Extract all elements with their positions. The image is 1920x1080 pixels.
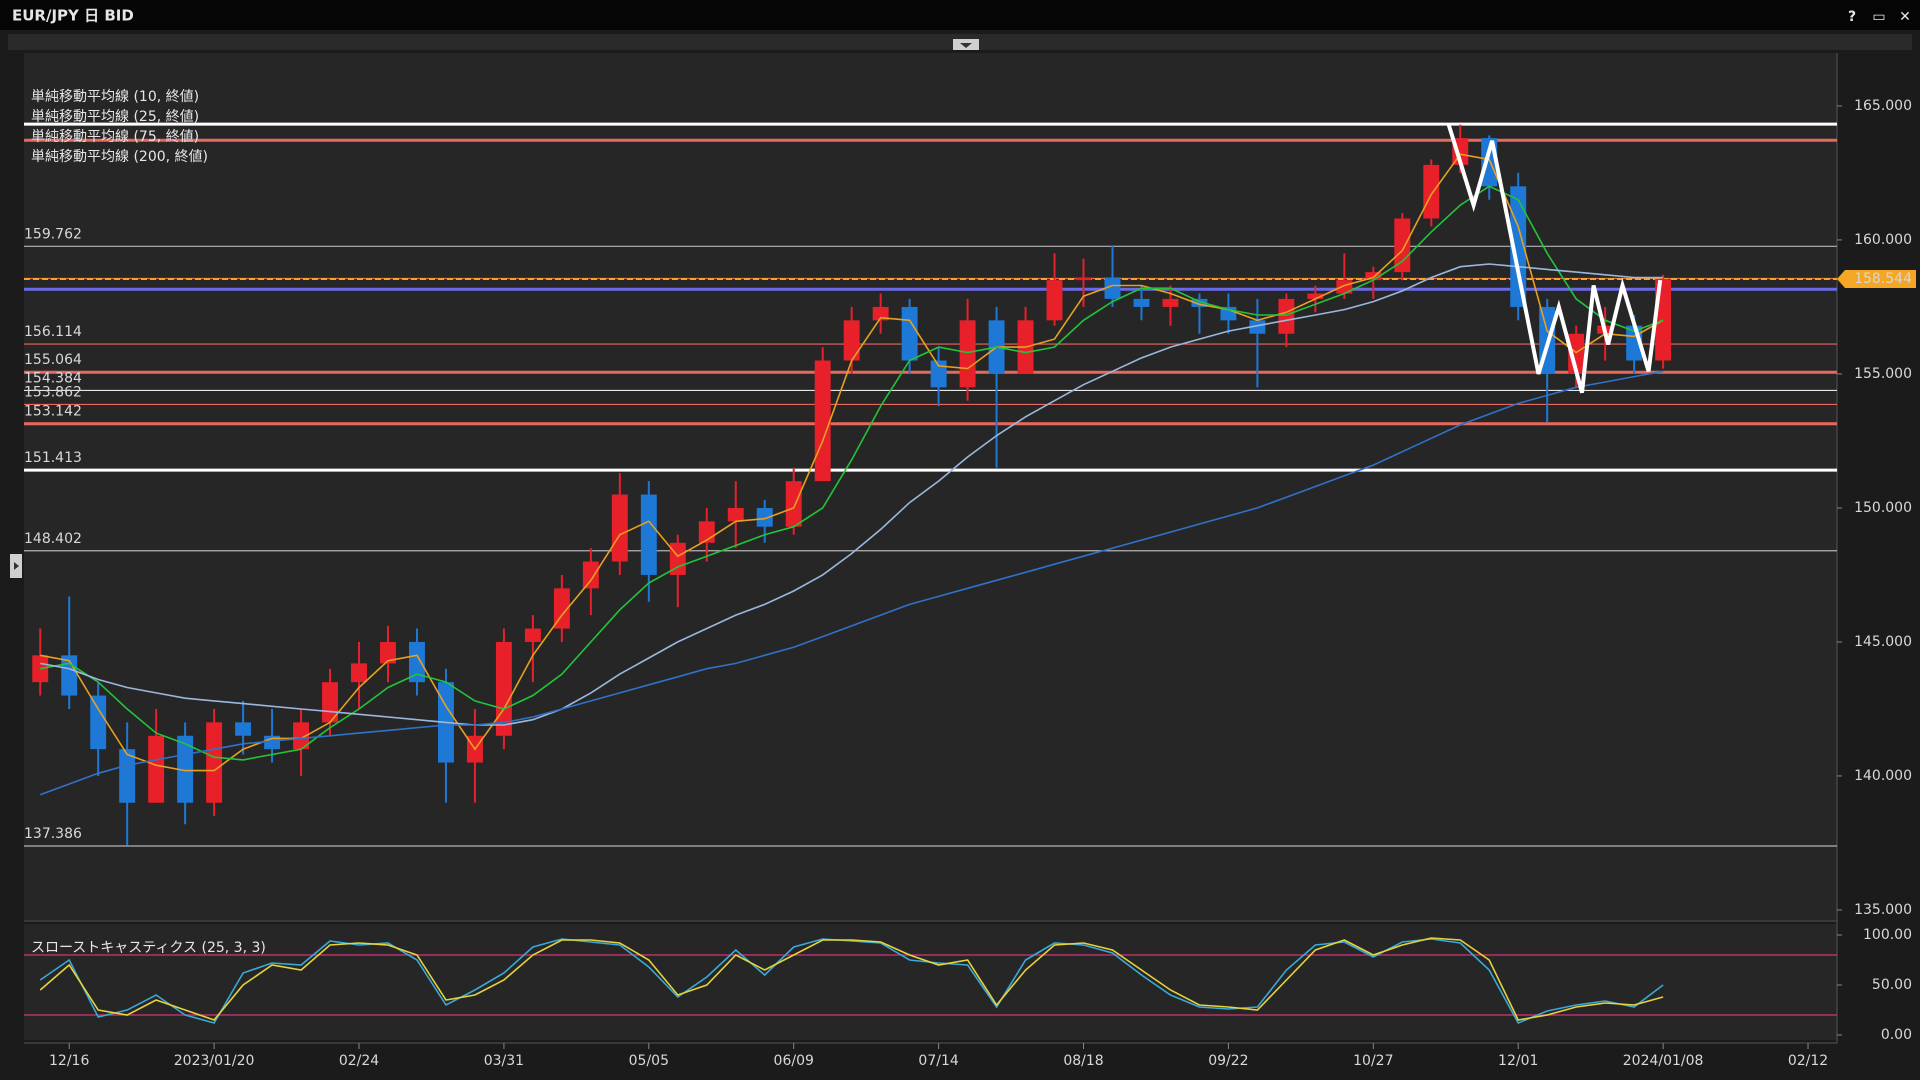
- candle-body: [1278, 298, 1295, 334]
- level-label: 153.142: [24, 404, 82, 420]
- y-tick-label: 160.000: [1854, 232, 1912, 248]
- candle-body: [901, 306, 918, 361]
- x-tick-label: 05/05: [629, 1053, 669, 1069]
- candle-body: [843, 320, 860, 361]
- side-panel-arrow: [14, 562, 19, 570]
- candle-body: [1249, 320, 1266, 334]
- y-tick-label: 145.000: [1854, 634, 1912, 650]
- level-label: 137.386: [24, 826, 82, 842]
- y-tick-label: 135.000: [1854, 902, 1912, 918]
- moving-average: [40, 263, 1664, 726]
- candle-body: [148, 735, 165, 803]
- level-label: 148.402: [24, 531, 82, 547]
- help-button[interactable]: ?: [1848, 9, 1856, 25]
- candle-body: [293, 722, 310, 750]
- moving-average: [39, 370, 1664, 796]
- x-tick-label: 06/09: [774, 1053, 814, 1069]
- level-label: 156.114: [24, 324, 82, 340]
- candle-body: [727, 507, 744, 522]
- window-title: EUR/JPY 日 BID: [12, 7, 134, 25]
- x-tick-label: 02/24: [339, 1053, 379, 1069]
- x-tick-label: 12/01: [1498, 1053, 1538, 1069]
- legend-entry: 単純移動平均線 (25, 終値): [31, 109, 199, 125]
- candle-body: [959, 320, 976, 388]
- candle-body: [1191, 298, 1208, 307]
- candle-body: [872, 306, 889, 321]
- y-tick-label: 155.000: [1854, 366, 1912, 382]
- candle-body: [1133, 298, 1150, 307]
- candle-body: [90, 695, 107, 750]
- x-tick-label: 12/16: [49, 1053, 89, 1069]
- x-tick-label: 02/12: [1788, 1053, 1828, 1069]
- level-label: 153.862: [24, 384, 82, 400]
- candle-body: [524, 628, 541, 642]
- x-tick-label: 10/27: [1353, 1053, 1393, 1069]
- wave-annotation: [1446, 124, 1663, 394]
- close-button[interactable]: ✕: [1899, 9, 1911, 25]
- candle-body: [351, 663, 367, 683]
- candle-body: [1104, 277, 1121, 299]
- candle-body: [119, 749, 136, 803]
- candle-body: [582, 561, 599, 589]
- oscillator-title: スローストキャスティクス (25, 3, 3): [31, 940, 266, 956]
- moving-average: [40, 185, 1664, 761]
- plot-layer: 135.000 140.000 145.000 150.000 155.000 160.0…: [24, 89, 1916, 1069]
- current-price-tag: 158.544: [1854, 271, 1912, 287]
- candle-body: [756, 507, 773, 527]
- level-label: 159.762: [24, 226, 82, 242]
- y-tick-label: 140.000: [1854, 768, 1912, 784]
- level-label: 154.384: [24, 370, 82, 386]
- candle-body: [1423, 164, 1440, 219]
- osc-y-tick-label: 100.00: [1863, 927, 1912, 943]
- toolbar-arrow: [960, 43, 972, 48]
- candle-body: [1394, 218, 1411, 273]
- candle-body: [1162, 298, 1179, 307]
- candle-body: [930, 360, 947, 388]
- candle-body: [409, 641, 425, 683]
- moving-average: [40, 153, 1664, 772]
- candle-body: [640, 494, 657, 575]
- title-bar: [0, 0, 1920, 30]
- candle-body: [611, 494, 628, 562]
- x-tick-label: 08/18: [1063, 1053, 1103, 1069]
- x-tick-label: 09/22: [1208, 1053, 1248, 1069]
- candle-body: [235, 722, 252, 736]
- oscillator-plot-area: [24, 924, 1837, 1040]
- candle-body: [1046, 280, 1063, 321]
- candle-body: [177, 735, 194, 803]
- candle-body: [1307, 293, 1324, 299]
- osc-y-tick-label: 50.00: [1872, 977, 1912, 993]
- candle-body: [785, 481, 802, 527]
- legend-entry: 単純移動平均線 (10, 終値): [31, 89, 199, 105]
- y-tick-label: 165.000: [1854, 98, 1912, 114]
- x-tick-label: 03/31: [484, 1053, 524, 1069]
- candle-body: [1365, 272, 1382, 281]
- x-tick-label: 07/14: [918, 1053, 958, 1069]
- x-tick-label: 2023/01/20: [174, 1053, 255, 1069]
- maximize-button[interactable]: ▭: [1872, 9, 1885, 25]
- stochastic-line: [39, 937, 1664, 1021]
- stochastic-line: [39, 938, 1664, 1025]
- candle-body: [814, 360, 831, 482]
- legend-entry: 単純移動平均線 (200, 終値): [31, 149, 208, 165]
- candle-body: [553, 588, 570, 629]
- level-label: 151.413: [24, 450, 82, 466]
- candle-body: [1336, 280, 1353, 294]
- x-tick-label: 2024/01/08: [1623, 1053, 1704, 1069]
- candle-body: [380, 641, 396, 664]
- osc-y-tick-label: 0.00: [1881, 1027, 1912, 1043]
- candle-body: [206, 722, 223, 803]
- candle-body: [1075, 277, 1092, 281]
- legend-entry: 単純移動平均線 (75, 終値): [31, 129, 199, 145]
- candle-body: [495, 641, 512, 736]
- current-price-tag-bg: [1837, 269, 1916, 288]
- level-label: 155.064: [24, 352, 82, 368]
- y-tick-label: 150.000: [1854, 500, 1912, 516]
